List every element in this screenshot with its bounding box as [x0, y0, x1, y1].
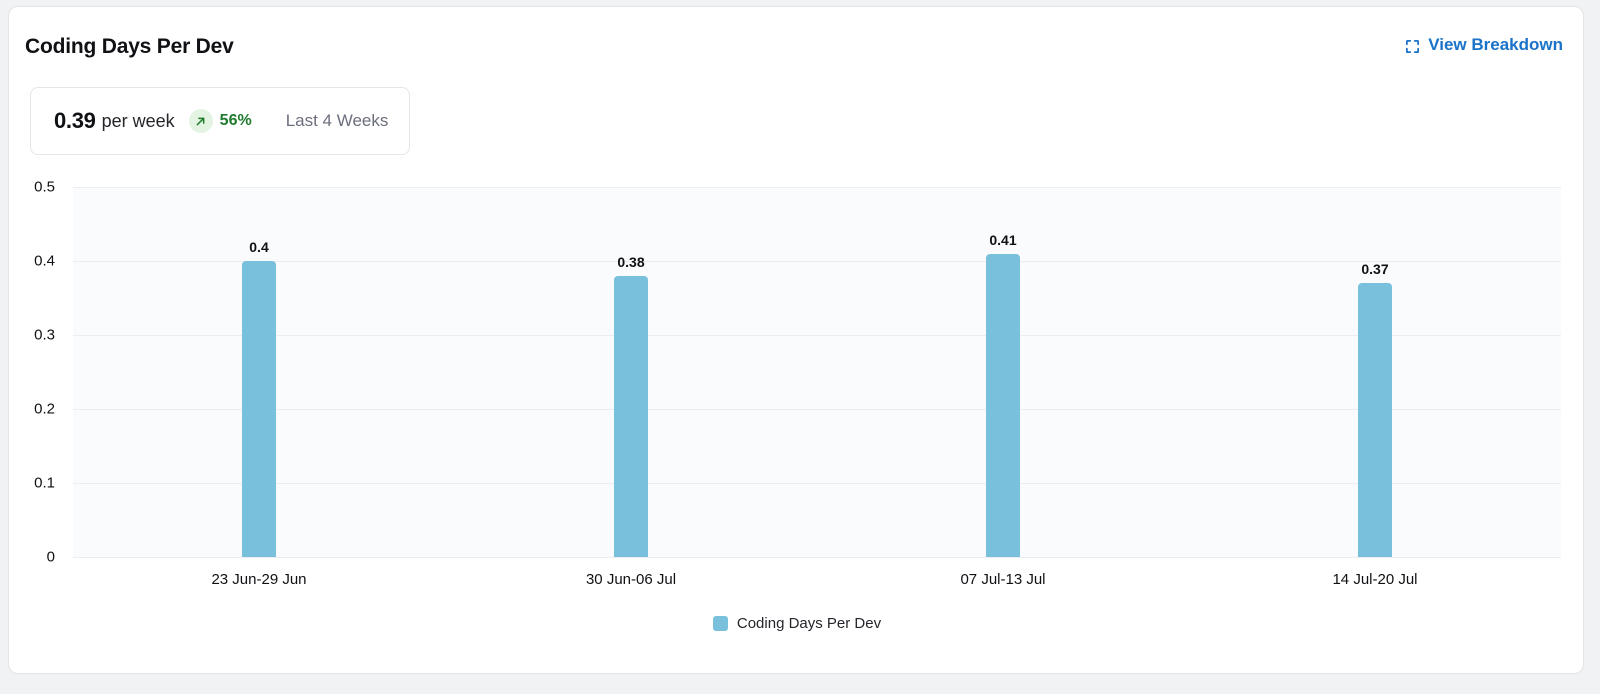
plot-area [73, 187, 1561, 558]
kpi-unit: per week [101, 110, 175, 131]
view-breakdown-label: View Breakdown [1428, 35, 1563, 54]
gridline [73, 557, 1561, 558]
bar-value-label: 0.41 [989, 231, 1017, 248]
bar-value-label: 0.38 [617, 253, 645, 270]
y-axis-tick-label: 0.2 [34, 400, 55, 418]
gridline [73, 409, 1561, 410]
kpi-summary-card: 0.39 per week 56% Last 4 Weeks [30, 87, 410, 155]
legend-label: Coding Days Per Dev [736, 615, 882, 632]
card-header: Coding Days Per Dev View Breakdown [9, 7, 1583, 81]
bar-chart: 0.5 0.4 0.3 0.2 0.1 0 0.4 23 Jun-29 Jun 0.38 30 J… [9, 167, 1583, 667]
chart-bar[interactable] [614, 275, 648, 557]
kpi-trend-percent: 56% [219, 112, 252, 129]
gridline [73, 261, 1561, 262]
page-title: Coding Days Per Dev [25, 35, 234, 58]
x-axis-tick-label: 14 Jul-20 Jul [1332, 571, 1418, 588]
view-breakdown-button[interactable]: View Breakdown [1405, 35, 1563, 55]
kpi-trend: 56% [188, 109, 252, 133]
y-axis-tick-label: 0 [46, 548, 55, 566]
y-axis-tick-label: 0.3 [34, 326, 55, 344]
y-axis-tick-label: 0.4 [34, 252, 55, 270]
y-axis-tick-label: 0.1 [34, 474, 55, 492]
x-axis-tick-label: 30 Jun-06 Jul [585, 571, 677, 588]
kpi-period-label: Last 4 Weeks [285, 111, 389, 130]
expand-icon [1405, 39, 1420, 54]
chart-legend: Coding Days Per Dev [9, 615, 1583, 632]
y-axis-tick-label: 0.5 [34, 178, 55, 196]
arrow-up-right-icon [188, 109, 213, 133]
chart-bar[interactable] [242, 261, 276, 557]
chart-bar[interactable] [1358, 283, 1392, 557]
gridline [73, 483, 1561, 484]
legend-swatch [712, 616, 728, 631]
bar-value-label: 0.37 [1361, 261, 1389, 278]
x-axis-tick-label: 07 Jul-13 Jul [960, 571, 1046, 588]
chart-bar[interactable] [986, 253, 1020, 557]
chart-card: Coding Days Per Dev View Breakdown 0.39 … [8, 6, 1584, 674]
gridline [73, 335, 1561, 336]
kpi-value: 0.39 [54, 108, 96, 133]
bar-value-label: 0.4 [249, 239, 269, 255]
x-axis-tick-label: 23 Jun-29 Jun [211, 571, 307, 588]
gridline [73, 187, 1561, 188]
